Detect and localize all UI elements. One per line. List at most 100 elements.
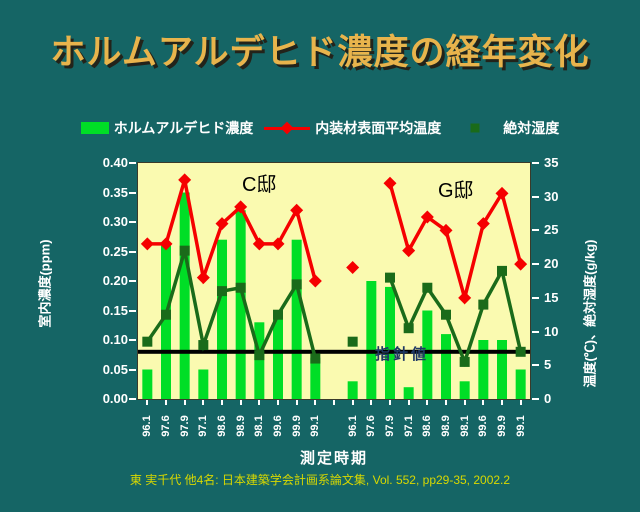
humidity-marker: [235, 282, 246, 293]
left-axis-tick: [129, 191, 136, 194]
temperature-marker: [439, 223, 453, 237]
bar: [366, 281, 377, 399]
x-axis-tick-label: 99.6: [272, 415, 284, 437]
humidity-marker: [478, 299, 489, 310]
x-axis-tick-label: 97.9: [384, 415, 396, 437]
legend-item-humidity: 絶対湿度: [452, 118, 559, 138]
temperature-marker: [290, 203, 304, 217]
x-axis-tick-label: 97.6: [160, 415, 172, 437]
legend-label-formaldehyde: ホルムアルデヒド濃度: [113, 120, 254, 136]
right-axis-tick: [532, 296, 539, 299]
x-axis-tick: [221, 400, 223, 405]
x-axis-tick: [333, 400, 335, 405]
x-axis-tick: [258, 400, 261, 405]
citation: 東 実千代 他4名: 日本建築学会計画系論文集, Vol. 552, pp29-…: [129, 473, 511, 487]
left-axis-tick: [129, 250, 136, 253]
temperature-marker: [308, 274, 322, 288]
humidity-marker: [198, 340, 209, 351]
left-axis-tick: [129, 368, 136, 371]
x-axis-title: 測定時期: [299, 450, 368, 467]
humidity-marker: [422, 282, 433, 293]
humidity-marker: [291, 279, 302, 290]
temperature-marker: [495, 186, 509, 200]
x-axis-tick-label: 99.9: [496, 415, 508, 437]
left-axis-tick-label: 0.20: [102, 273, 128, 288]
right-axis-tick-label: 15: [544, 289, 559, 305]
bar: [478, 340, 489, 399]
x-axis-tick-label: 99.1: [309, 415, 322, 437]
right-axis-title: 温度(℃)、絶対湿度(g/kg): [582, 239, 598, 388]
bar: [310, 357, 321, 399]
x-axis-tick: [407, 400, 410, 405]
temperature-marker: [514, 257, 528, 271]
temperature-marker: [476, 217, 490, 231]
bar: [497, 340, 507, 399]
left-axis-tick-label: 0.10: [102, 332, 128, 347]
house-g-label: G邸: [438, 180, 474, 202]
x-axis-tick-label: 99.1: [514, 415, 527, 437]
right-axis-tick: [532, 162, 539, 164]
temperature-marker: [346, 261, 360, 275]
temperature-marker: [215, 217, 229, 231]
temperature-marker: [420, 210, 434, 224]
temperature-line: [147, 179, 318, 285]
right-axis-tick: [532, 364, 539, 367]
x-axis-tick-label: 97.9: [178, 415, 191, 437]
x-axis-tick: [165, 400, 167, 405]
humidity-marker: [161, 309, 171, 320]
right-axis-tick-label: 25: [544, 222, 559, 238]
house-c-label: C邸: [242, 174, 277, 196]
x-axis-tick: [426, 400, 429, 405]
temperature-marker: [252, 237, 266, 251]
plot-area: C邸 G邸 指針値: [137, 162, 531, 400]
x-axis-tick: [370, 400, 373, 405]
x-axis-tick-label: 99.9: [290, 415, 303, 437]
guideline: [138, 349, 530, 354]
bar: [254, 322, 265, 399]
x-axis-tick: [501, 400, 503, 405]
temperature-marker: [271, 237, 285, 251]
bar: [385, 286, 395, 399]
left-axis-tick: [129, 398, 136, 400]
legend-item-formaldehyde: ホルムアルデヒド濃度: [80, 118, 254, 138]
x-axis-tick-label: 98.9: [440, 415, 452, 437]
line-square-icon: [452, 123, 498, 133]
bar: [515, 369, 526, 399]
x-axis-tick: [389, 400, 391, 405]
bar: [273, 316, 283, 399]
x-axis-tick-label: 97.1: [197, 415, 210, 437]
bar: [422, 310, 433, 399]
bar: [217, 239, 227, 399]
x-axis-tick-label: 98.6: [421, 415, 434, 437]
x-axis-tick-label: 98.9: [234, 415, 247, 437]
right-axis-tick: [532, 195, 539, 198]
bar-swatch-icon: [80, 122, 109, 134]
chart-legend: ホルムアルデヒド濃度 内装材表面平均温度 絶対湿度: [0, 118, 640, 138]
right-axis-tick-label: 0: [544, 391, 552, 406]
bar: [459, 381, 470, 399]
left-axis-tick-label: 0.15: [102, 302, 128, 318]
bar: [179, 192, 190, 399]
x-axis-tick: [239, 400, 242, 405]
bar: [291, 239, 302, 399]
humidity-marker: [459, 356, 470, 367]
left-axis-tick: [129, 309, 136, 312]
bar: [142, 369, 153, 399]
humidity-marker: [310, 353, 321, 364]
legend-label-humidity: 絶対湿度: [503, 120, 560, 136]
right-axis-tick: [532, 263, 539, 266]
x-axis-tick: [146, 400, 149, 405]
x-axis-tick: [183, 400, 186, 405]
left-axis-tick: [129, 280, 136, 282]
humidity-marker: [347, 336, 358, 347]
right-axis-tick-label: 35: [544, 155, 559, 170]
legend-label-temperature: 内装材表面平均温度: [315, 120, 442, 136]
bar: [198, 369, 209, 399]
x-axis-tick: [482, 400, 485, 405]
bar: [235, 210, 246, 399]
left-axis-tick: [129, 339, 136, 341]
x-axis-tick-label: 98.6: [216, 415, 228, 437]
humidity-marker: [217, 286, 227, 297]
right-axis-tick: [532, 330, 539, 333]
